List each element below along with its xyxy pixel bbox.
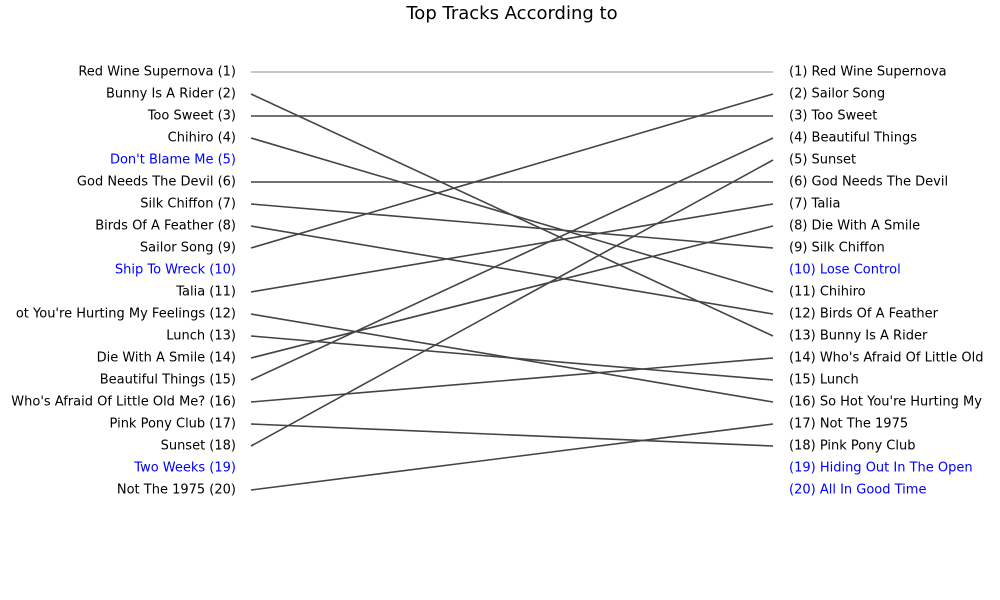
slope-line [250,93,774,249]
left-label: Not The 1975 (20) [117,483,236,498]
slope-line [250,225,774,315]
right-label: (17) Not The 1975 [789,417,908,432]
right-label: (15) Lunch [789,373,859,388]
right-label: (14) Who's Afraid Of Little Old [789,351,984,366]
left-label: Birds Of A Feather (8) [95,219,236,234]
left-label: Sunset (18) [161,439,236,454]
left-label: Who's Afraid Of Little Old Me? (16) [11,395,236,410]
left-label: Don't Blame Me (5) [110,153,236,168]
left-label: Beautiful Things (15) [100,373,236,388]
left-label: Red Wine Supernova (1) [78,65,236,80]
right-label: (7) Talia [789,197,841,212]
right-label: (5) Sunset [789,153,856,168]
slope-line [250,225,774,359]
left-label: God Needs The Devil (6) [77,175,236,190]
slope-line [250,137,774,381]
slope-line [250,203,774,249]
left-label: Pink Pony Club (17) [110,417,236,432]
slope-line [250,423,774,447]
right-label: (13) Bunny Is A Rider [789,329,928,344]
right-label: (4) Beautiful Things [789,131,917,146]
slope-line [250,203,774,293]
left-label: Bunny Is A Rider (2) [106,87,236,102]
left-label: ot You're Hurting My Feelings (12) [16,307,236,322]
left-label: Chihiro (4) [168,131,236,146]
slope-line [250,423,774,491]
left-label: Silk Chiffon (7) [140,197,236,212]
right-label: (8) Die With A Smile [789,219,920,234]
right-label: (2) Sailor Song [789,87,885,102]
left-label: Ship To Wreck (10) [115,263,236,278]
left-label: Sailor Song (9) [140,241,236,256]
left-label: Die With A Smile (14) [97,351,236,366]
right-label: (16) So Hot You're Hurting My [789,395,982,410]
slope-line [250,357,774,403]
left-label: Talia (11) [175,285,236,300]
slope-line [250,137,774,293]
left-label: Two Weeks (19) [133,461,236,476]
right-label: (11) Chihiro [789,285,866,300]
left-label: Too Sweet (3) [147,109,236,124]
right-label: (19) Hiding Out In The Open [789,461,973,476]
right-label: (9) Silk Chiffon [789,241,885,256]
right-label: (1) Red Wine Supernova [789,65,947,80]
right-label: (3) Too Sweet [789,109,877,124]
right-label: (20) All In Good Time [789,483,926,498]
right-label: (10) Lose Control [789,263,901,278]
slope-line [250,335,774,381]
chart-title: Top Tracks According to [405,3,617,24]
right-label: (18) Pink Pony Club [789,439,915,454]
slope-line [250,159,774,447]
right-label: (12) Birds Of A Feather [789,307,939,322]
left-label: Lunch (13) [166,329,236,344]
right-label: (6) God Needs The Devil [789,175,948,190]
